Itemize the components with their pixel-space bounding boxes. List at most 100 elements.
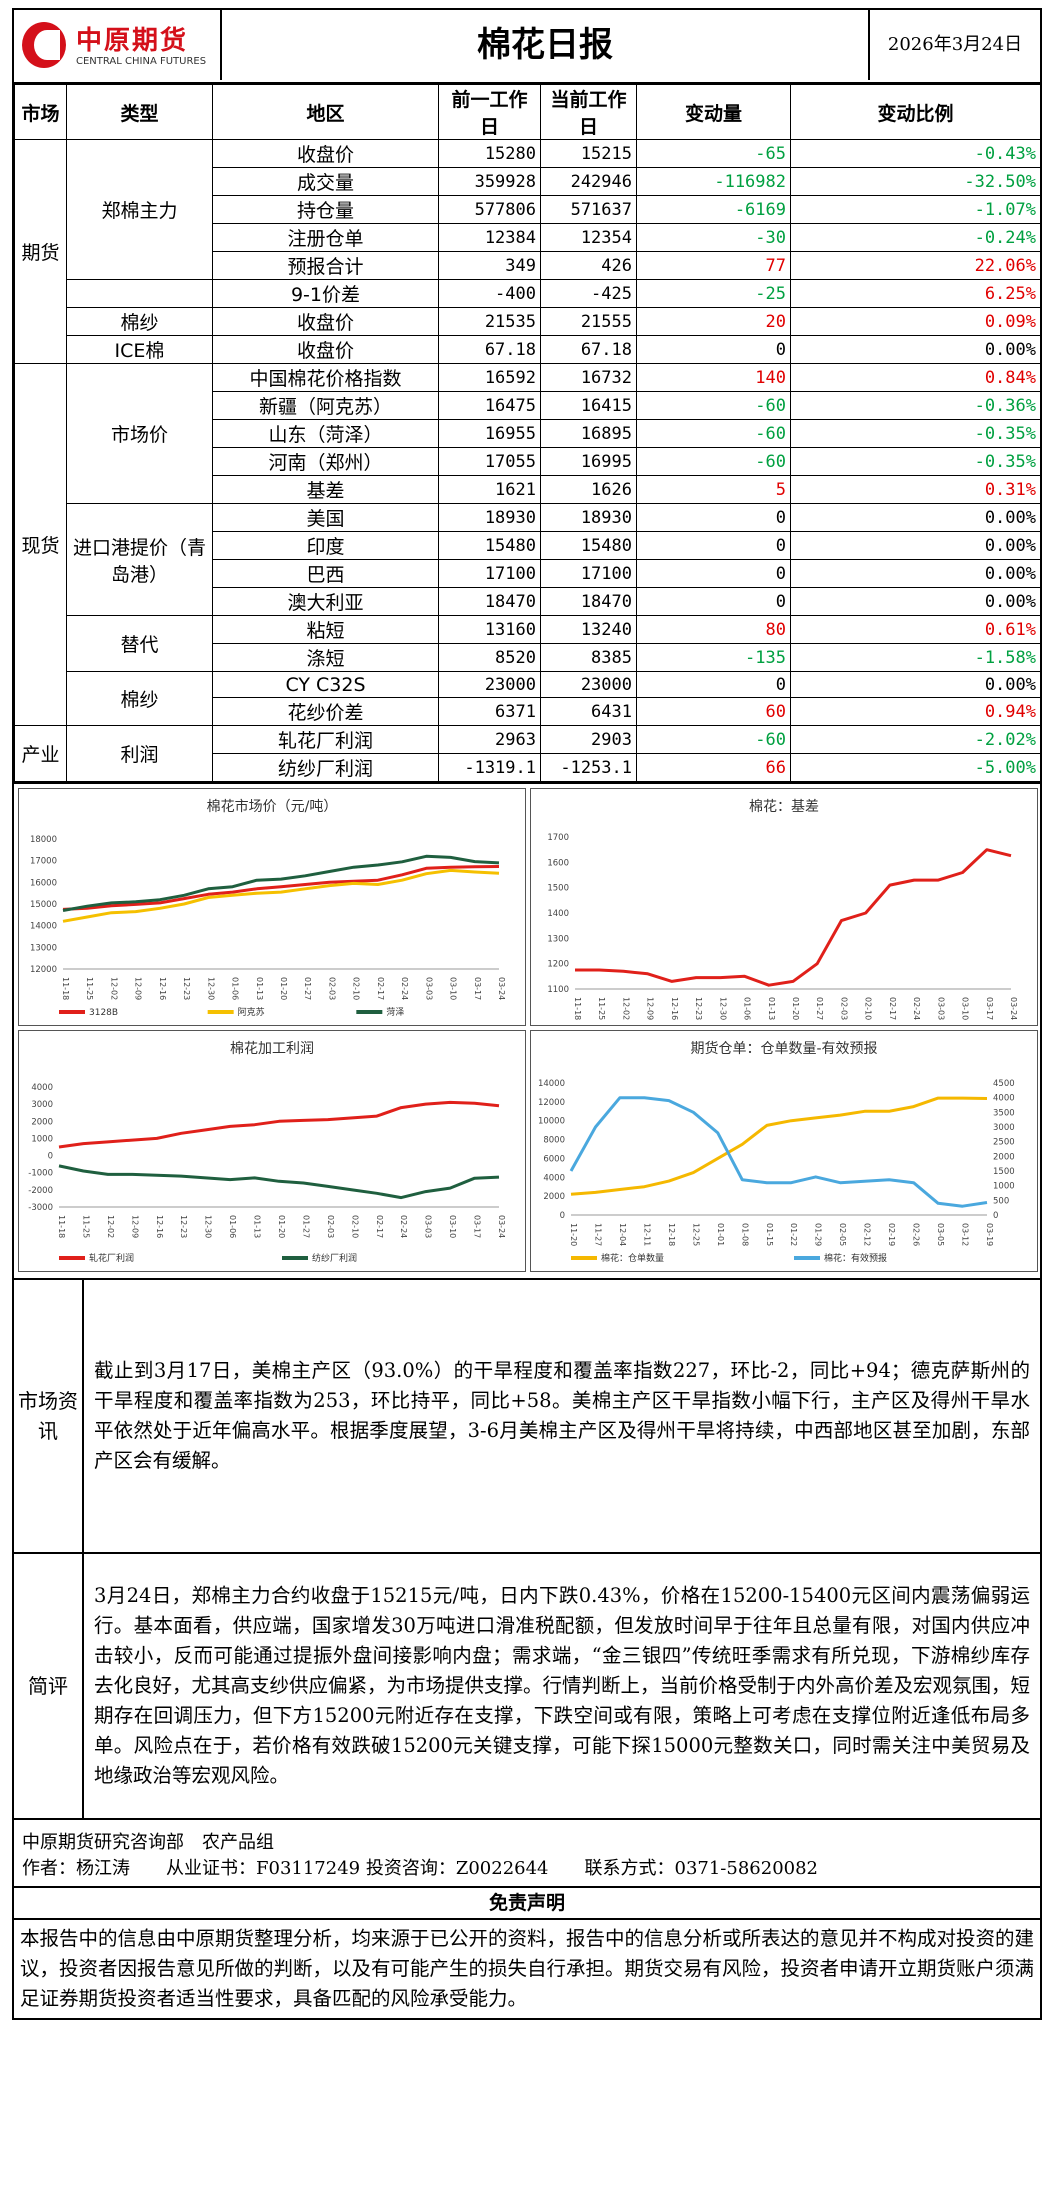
chg-cell: -30 [636,223,791,252]
cur-cell: 15215 [540,139,637,168]
x-tick-label: 02-26 [912,1223,921,1246]
table-row: 花纱价差 6371 6431 60 0.94% [15,697,1041,726]
chart-title: 棉花加工利润 [230,1040,314,1057]
table-row: 棉纱 CY C32S 23000 23000 0 0.00% [15,671,1041,726]
area-cell: 成交量 [212,167,439,196]
table-row: 印度 15480 15480 0 0.00% [15,531,1041,560]
col-prev: 前一工作日 [438,84,541,140]
area-cell: 澳大利亚 [212,587,439,616]
x-tick-label: 11-20 [569,1223,578,1246]
x-tick-label: 01-20 [277,1215,286,1238]
x-tick-label: 01-06 [743,997,752,1020]
market-cell: 现货 [14,363,67,726]
area-cell: 9-1价差 [212,279,439,308]
prev-cell: 359928 [438,167,541,196]
x-tick-label: 12-23 [182,977,191,1000]
pct-cell: -1.07% [790,195,1041,224]
y-tick-label: 1400 [547,909,569,919]
x-tick-label: 12-02 [106,1215,115,1238]
x-tick-label: 12-09 [646,997,655,1020]
x-tick-label: 11-25 [597,997,606,1020]
pct-cell: 0.84% [790,363,1041,392]
cur-cell: 242946 [540,167,637,196]
y-tick-label: 1100 [547,985,569,995]
x-tick-label: 03-17 [473,977,482,1000]
table-row: 期货 郑棉主力 收盘价 15280 15215 -65 -0.43% [14,139,1041,364]
logo-cn-text: 中原期货 [76,26,189,56]
series-line [62,854,500,912]
table-row: 进口港提价（青岛港） 美国 18930 18930 0 0.00% [15,503,1041,616]
chg-cell: -60 [636,725,791,754]
prev-cell: 16592 [438,363,541,392]
report-date: 2026年3月24日 [868,10,1040,80]
x-tick-label: 03-10 [448,1215,457,1238]
chg-cell: 66 [636,753,791,782]
table-row: 注册仓单 12384 12354 -30 -0.24% [15,223,1041,252]
chart-title: 棉花：基差 [749,798,819,815]
table-row: 预报合计 349 426 77 22.06% [15,251,1041,280]
y-tick-label: 4000 [31,1083,53,1093]
cur-cell: 12354 [540,223,637,252]
area-cell: 粘短 [212,615,439,644]
area-cell: 中国棉花价格指数 [212,363,439,392]
type-cell: 替代 [66,615,213,672]
x-tick-label: 11-25 [81,1215,90,1238]
x-tick-label: 02-12 [863,1223,872,1246]
chart-warehouse-receipts: 期货仓单：仓单数量-有效预报 14000 12000 10000 8000 6000 400… [530,1030,1038,1272]
x-tick-label: 12-18 [667,1223,676,1246]
x-tick-label: 12-30 [718,997,727,1020]
table-row: ICE棉 收盘价 67.18 67.18 0 0.00% [15,335,1041,364]
report-title: 棉花日报 [477,25,613,65]
y-tick-label: 12000 [538,1098,565,1108]
x-tick-label: 11-18 [57,1215,66,1238]
pct-cell: -0.35% [790,419,1041,448]
y2-tick-label: 2500 [993,1138,1015,1148]
area-cell: 印度 [212,531,439,560]
y-tick-label: 1000 [31,1134,53,1144]
author-text: 作者：杨江涛 从业证书：F03117249 投资咨询：Z0022644 联系方式… [22,1858,819,1879]
prev-cell: 15280 [438,139,541,168]
table-row: 成交量 359928 242946 -116982 -32.50% [15,167,1041,196]
y-tick-label: 18000 [30,835,57,845]
x-tick-label: 01-08 [740,1223,749,1246]
legend-label: 纺纱厂利润 [312,1252,357,1264]
x-tick-label: 12-09 [134,977,143,1000]
x-tick-label: 03-10 [449,977,458,1000]
area-cell: 轧花厂利润 [212,725,439,754]
y2-tick-label: 4000 [993,1094,1015,1104]
prev-cell: -400 [438,279,541,308]
y-tick-label: 6000 [543,1154,565,1164]
pct-cell: -2.02% [790,725,1041,754]
prev-cell: 349 [438,251,541,280]
series-line [569,1096,988,1208]
x-tick-label: 02-10 [352,977,361,1000]
x-tick-label: 02-17 [376,977,385,1000]
area-cell: CY C32S [212,671,439,698]
prev-cell: 18930 [438,503,541,532]
pct-cell: -0.36% [790,391,1041,420]
table-row: 新疆（阿克苏） 16475 16415 -60 -0.36% [15,391,1041,420]
chg-cell: 60 [636,697,791,726]
x-tick-label: 11-27 [593,1223,602,1246]
x-tick-label: 01-06 [231,977,240,1000]
x-tick-label: 03-24 [497,1215,506,1238]
x-tick-label: 12-09 [130,1215,139,1238]
pct-cell: 0.61% [790,615,1041,644]
x-tick-label: 12-16 [155,1215,164,1238]
chart-processing-profit: 棉花加工利润 4000 3000 2000 1000 0 -1000 -2000 -3000 11… [18,1030,526,1272]
type-cell: 市场价 [66,363,213,504]
chart-title: 期货仓单：仓单数量-有效预报 [690,1040,877,1057]
pct-cell: -1.58% [790,643,1041,672]
market-info-text: 截止到3月17日，美棉主产区（93.0%）的干旱程度和覆盖率指数227，环比-2… [94,1359,1030,1472]
department-text: 中原期货研究咨询部 农产品组 [22,1832,274,1853]
col-chg: 变动量 [636,84,791,140]
x-tick-label: 01-22 [789,1223,798,1246]
pct-cell: 0.00% [790,587,1041,616]
y-tick-label: 4000 [543,1173,565,1183]
y-tick-label: 3000 [31,1100,53,1110]
table-row: 棉纱 收盘价 21535 21555 20 0.09% [15,307,1041,336]
area-cell: 收盘价 [212,139,439,168]
x-tick-label: 03-03 [424,977,433,1000]
type-cell: ICE棉 [66,335,213,364]
prev-cell: 6371 [438,697,541,726]
